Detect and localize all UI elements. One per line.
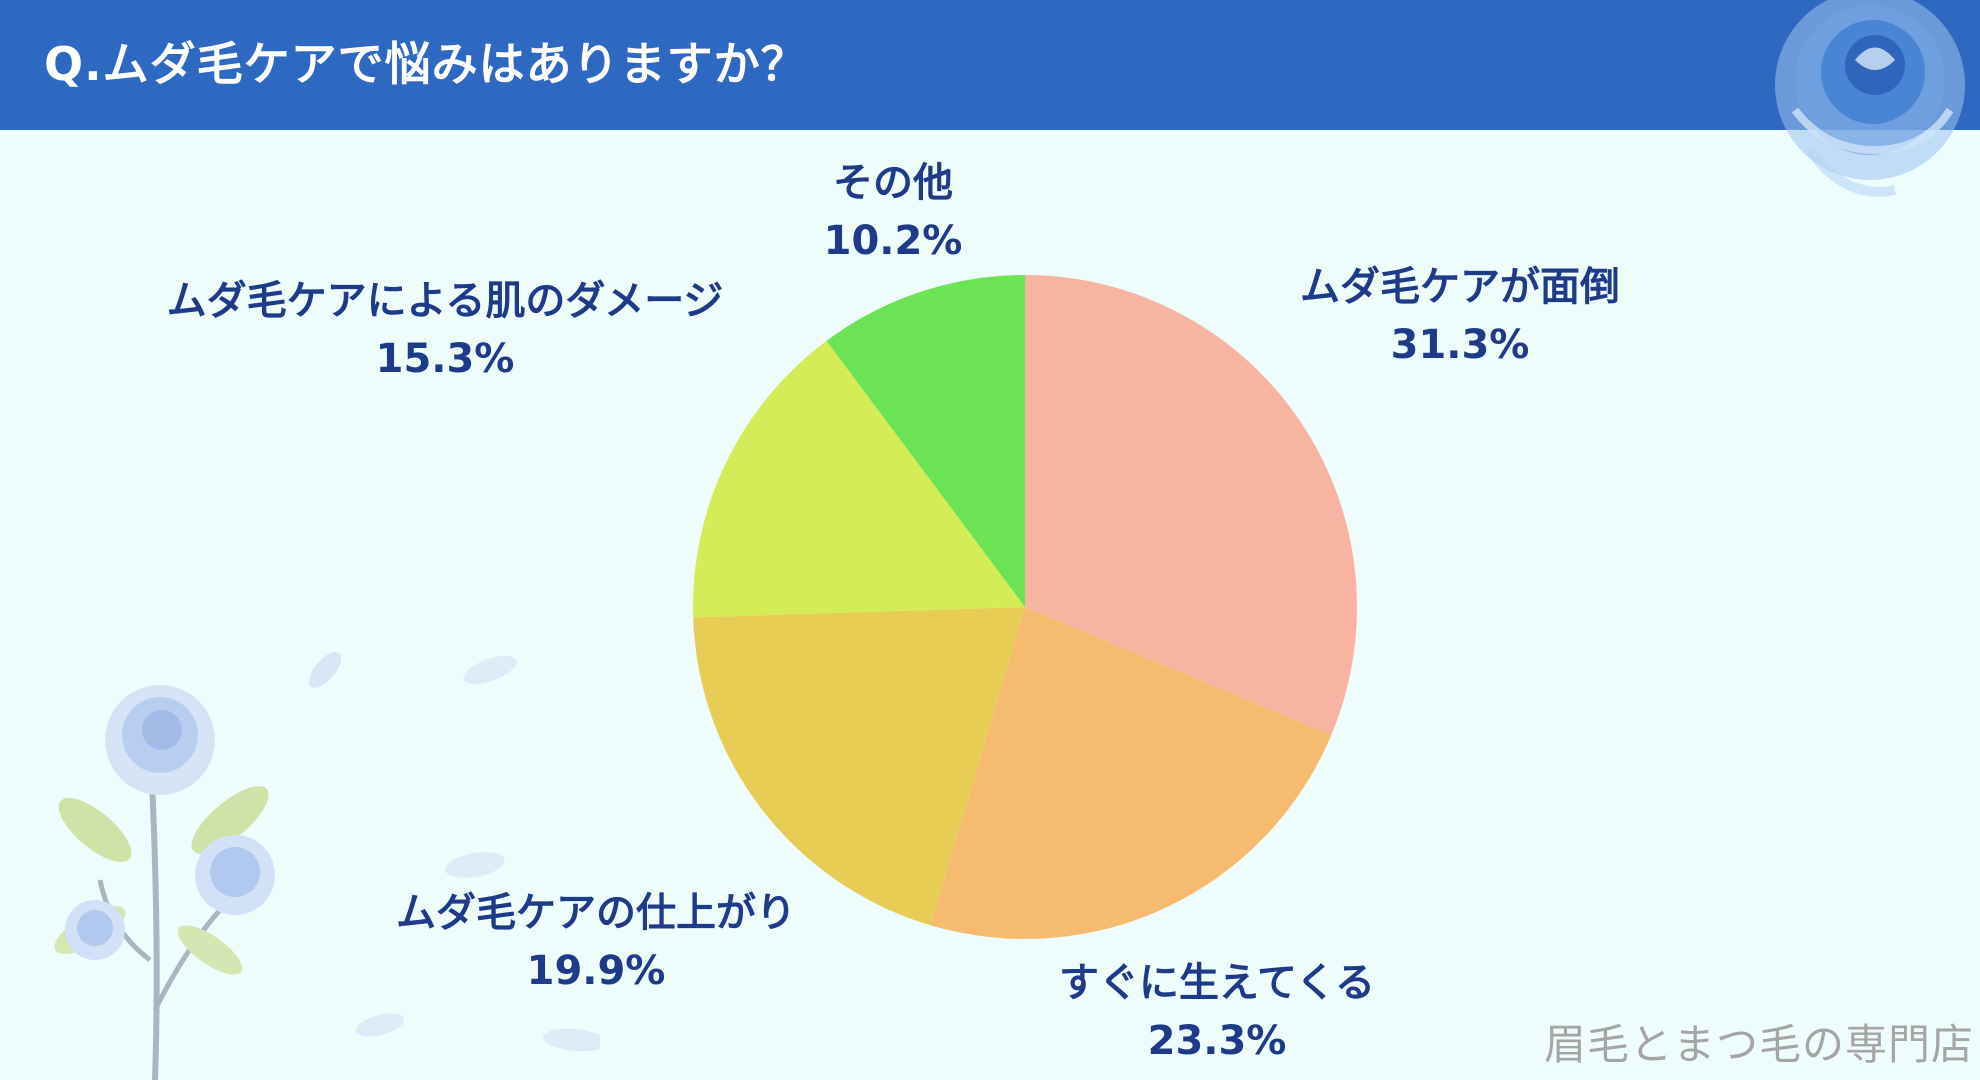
petal-icon — [543, 1028, 600, 1052]
slice-value-4: 10.2% — [823, 218, 963, 264]
slice-value-0: 31.3% — [1390, 322, 1530, 368]
pie-slice-1 — [930, 607, 1332, 939]
slice-label-3: ムダ毛ケアによる肌のダメージ 15.3% — [167, 272, 724, 388]
slice-label-2: ムダ毛ケアの仕上がり 19.9% — [396, 884, 796, 1000]
question-title: Q.ムダ毛ケアで悩みはありますか？ — [44, 37, 808, 91]
slice-name-1: すぐに生えてくる — [1059, 960, 1375, 1006]
slice-name-4: その他 — [833, 160, 953, 206]
blue-flower-branch-icon — [54, 651, 600, 1080]
slice-name-2: ムダ毛ケアの仕上がり — [396, 890, 796, 936]
slice-value-1: 23.3% — [1147, 1018, 1287, 1064]
watermark: 眉毛とまつ毛の専門店 — [1543, 1020, 1974, 1069]
blue-rose-icon — [1775, 0, 1965, 197]
slice-value-3: 15.3% — [375, 336, 515, 382]
pie-slice-4 — [826, 275, 1025, 607]
petal-icon — [355, 1013, 405, 1037]
pie-slice-0 — [1025, 275, 1357, 736]
slice-label-1: すぐに生えてくる 23.3% — [1059, 954, 1375, 1070]
pie-slice-3 — [693, 340, 1025, 618]
petal-icon — [308, 651, 342, 689]
slice-name-3: ムダ毛ケアによる肌のダメージ — [166, 278, 724, 324]
petal-icon — [445, 852, 505, 878]
header-bar — [0, 0, 1980, 130]
slice-value-2: 19.9% — [526, 948, 666, 994]
slice-label-0: ムダ毛ケアが面倒 31.3% — [1300, 258, 1620, 374]
pie-slice-2 — [693, 607, 1025, 926]
slice-name-0: ムダ毛ケアが面倒 — [1300, 264, 1620, 310]
slice-label-4: その他 10.2% — [824, 154, 963, 270]
petal-icon — [463, 655, 517, 685]
